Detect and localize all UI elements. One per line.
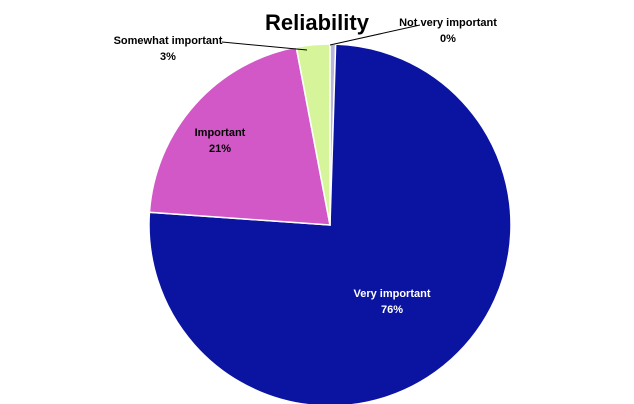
slice-label-name: Very important	[353, 288, 430, 300]
pie-slice-very-important	[148, 43, 512, 404]
slice-label-name: Somewhat important	[114, 35, 223, 47]
slice-label-percent: 3%	[160, 51, 176, 63]
slice-label-name: Not very important	[399, 17, 497, 29]
pie-slices	[148, 43, 512, 404]
pie-slice-important	[148, 46, 331, 226]
slice-label-percent: 21%	[209, 143, 231, 155]
slice-label-name: Important	[195, 127, 246, 139]
chart-title: Reliability	[265, 10, 370, 35]
leader-line	[329, 24, 421, 46]
slice-label-percent: 0%	[440, 33, 456, 45]
slice-label-percent: 76%	[381, 304, 403, 316]
leader-line	[221, 41, 308, 51]
leader-lines	[221, 24, 421, 51]
pie-slice-somewhat-important	[295, 43, 331, 226]
slice-labels: Not very important 0% Very important 76% Imp…	[114, 17, 498, 316]
